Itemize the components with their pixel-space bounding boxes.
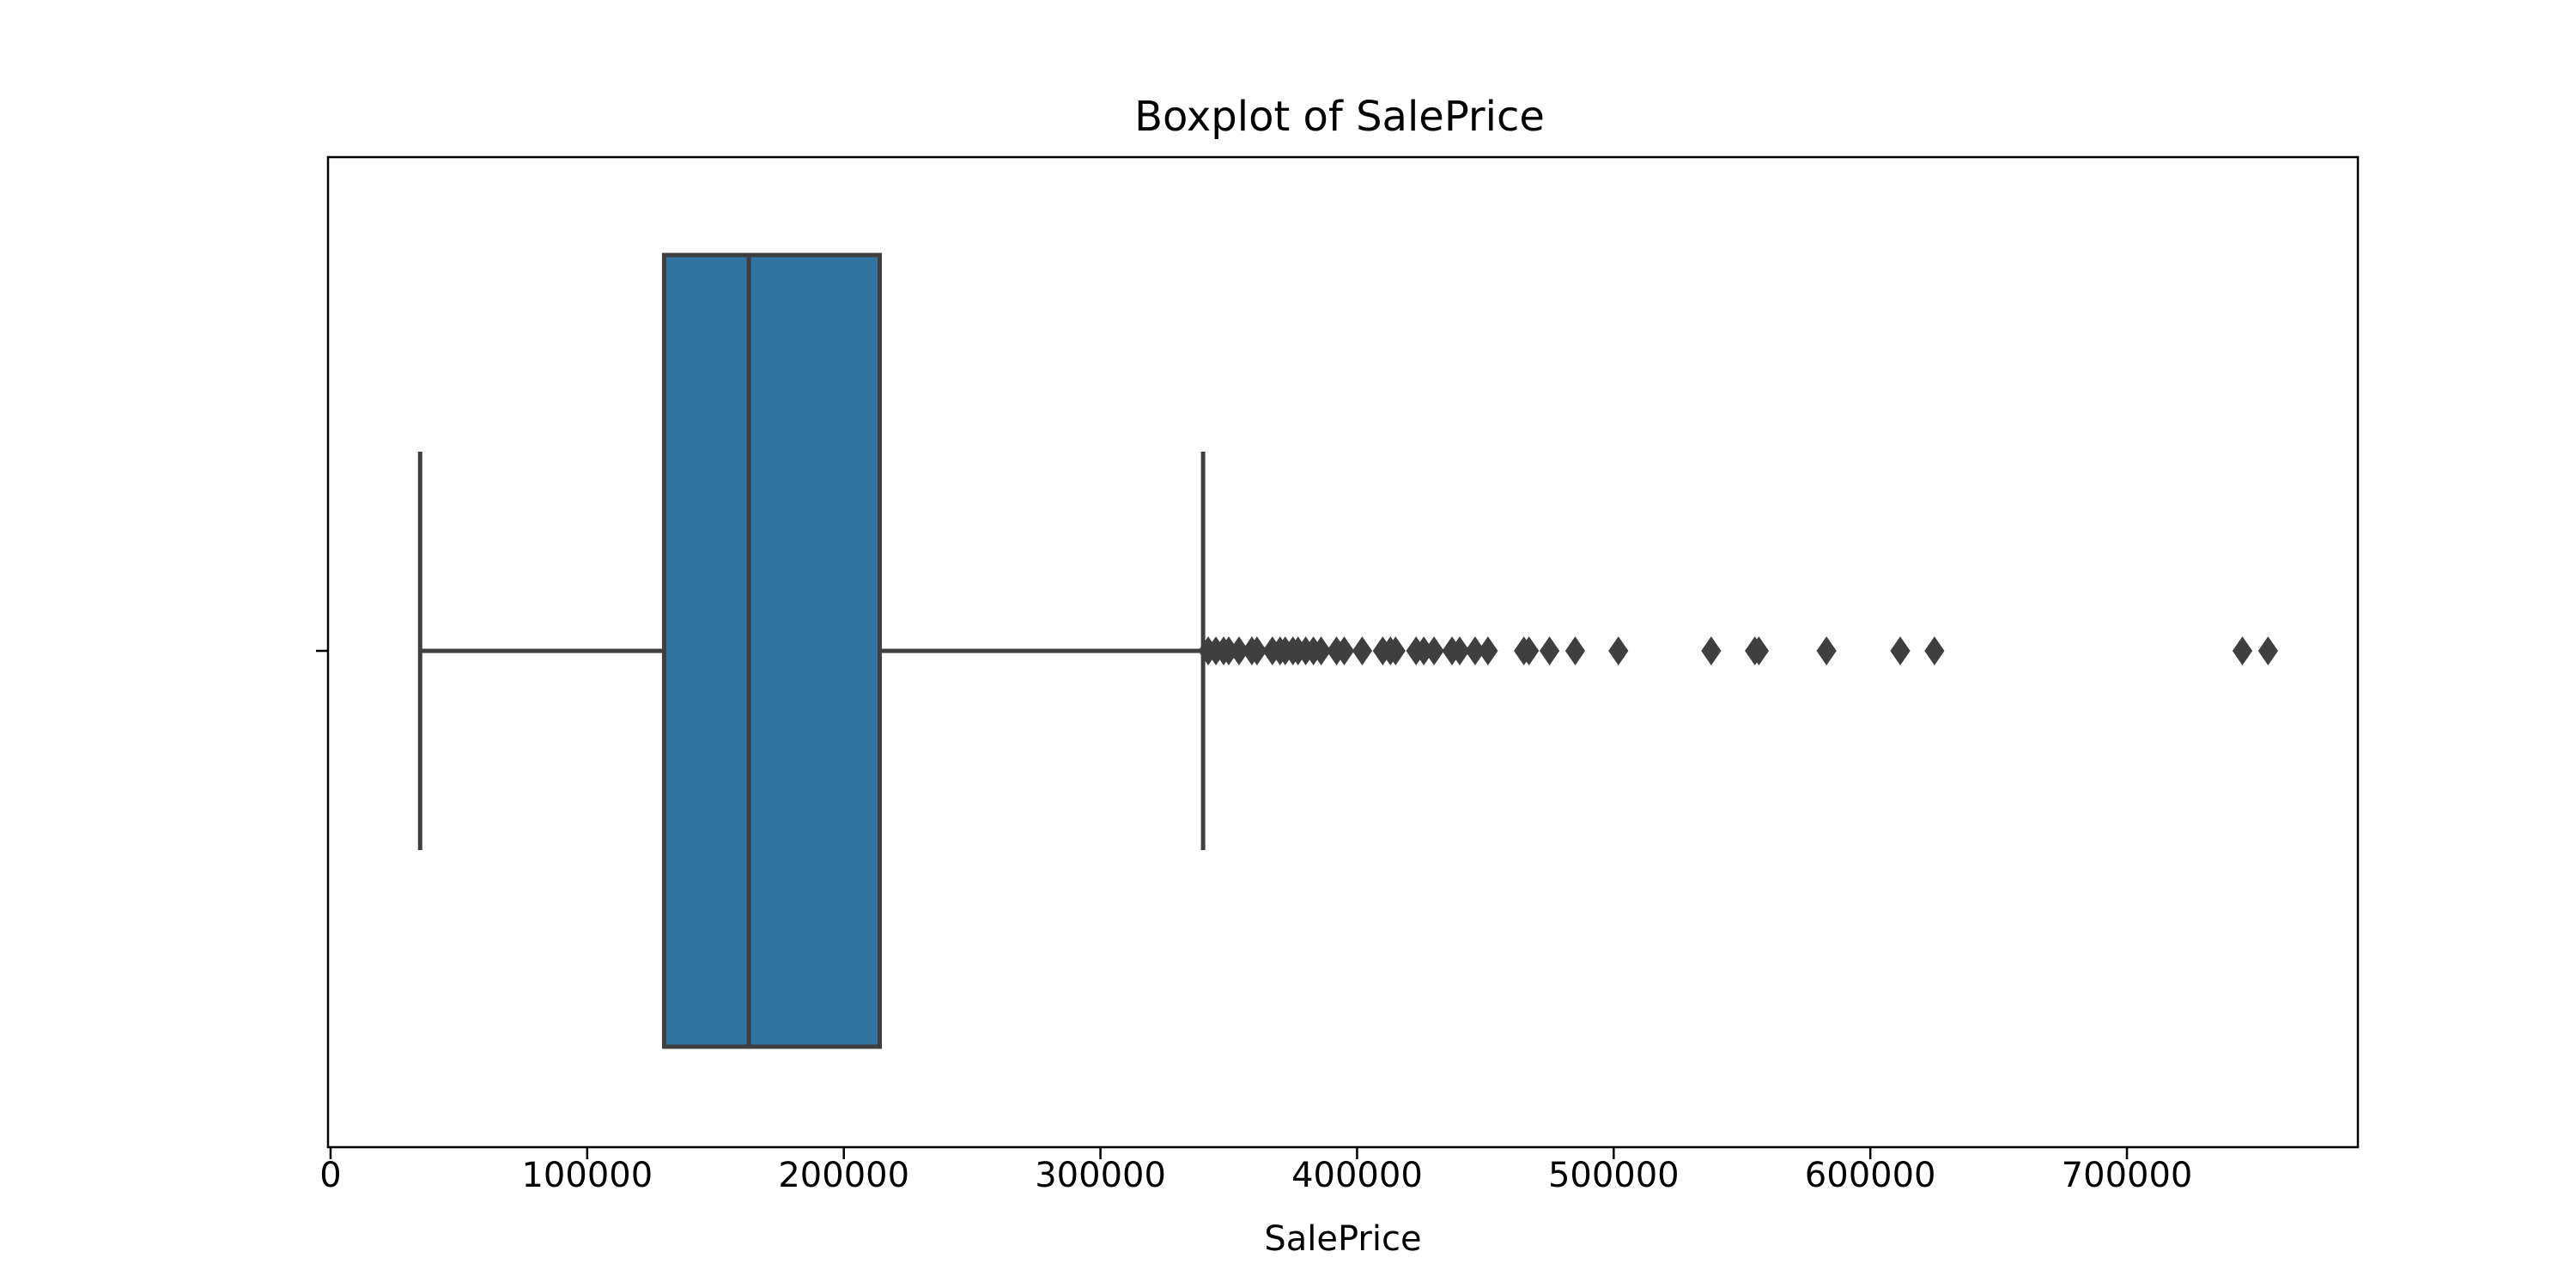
outlier-point — [1816, 636, 1837, 665]
x-tick-label: 100000 — [521, 1156, 653, 1195]
x-tick-label: 400000 — [1291, 1156, 1423, 1195]
outlier-point — [1310, 636, 1332, 665]
x-axis-title: SalePrice — [1264, 1219, 1421, 1259]
plot-area — [417, 252, 2279, 1049]
x-tick-label: 200000 — [778, 1156, 909, 1195]
outlier-point — [1701, 636, 1722, 665]
chart-title: Boxplot of SalePrice — [1134, 93, 1545, 141]
x-axis: 0 100000 200000 300000 400000 500000 600000 700… — [319, 1147, 2192, 1195]
x-tick-label: 500000 — [1548, 1156, 1680, 1195]
outlier-point — [2232, 636, 2253, 665]
outlier-point — [1385, 636, 1406, 665]
x-tick-label: 300000 — [1035, 1156, 1166, 1195]
x-tick-label: 0 — [319, 1156, 341, 1195]
outlier-point — [1564, 636, 1586, 665]
outlier-point — [1890, 636, 1911, 665]
outlier-point — [1748, 636, 1770, 665]
outlier-point — [2257, 636, 2279, 665]
x-tick-label: 700000 — [2062, 1156, 2193, 1195]
outlier-point — [1519, 636, 1540, 665]
iqr-box — [661, 252, 883, 1049]
outlier-point — [1352, 636, 1373, 665]
outlier-point — [1608, 636, 1629, 665]
outlier-point — [1334, 636, 1355, 665]
outlier-point — [1424, 636, 1444, 665]
outlier-point — [1478, 636, 1498, 665]
outlier-point — [1449, 636, 1470, 665]
x-tick-label: 600000 — [1805, 1156, 1936, 1195]
outlier-point — [1539, 636, 1560, 665]
plot-frame — [326, 155, 2360, 1149]
outlier-point — [1924, 636, 1945, 665]
outlier-point — [1247, 636, 1267, 665]
